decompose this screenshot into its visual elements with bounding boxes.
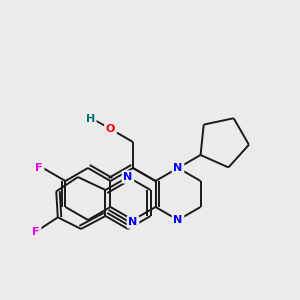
Text: H: H (86, 114, 95, 124)
Text: F: F (32, 227, 40, 237)
Text: F: F (35, 163, 43, 173)
Text: N: N (173, 163, 183, 173)
Text: O: O (106, 124, 115, 134)
Text: N: N (123, 172, 133, 182)
Text: N: N (173, 215, 183, 225)
Text: N: N (128, 217, 138, 227)
